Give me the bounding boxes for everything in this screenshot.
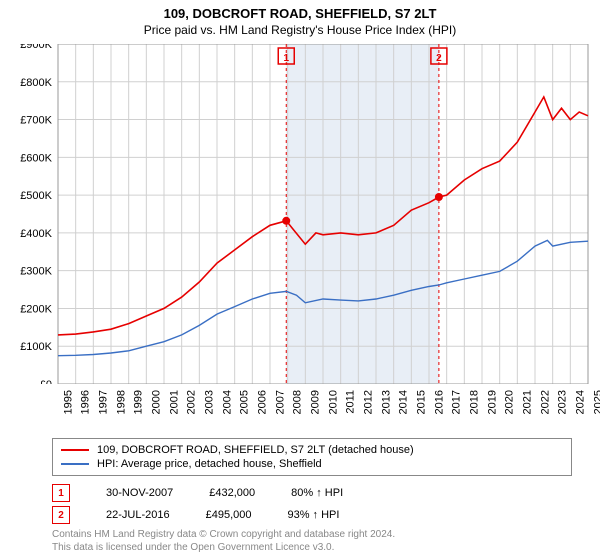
svg-text:1: 1 xyxy=(283,53,289,64)
chart-subtitle: Price paid vs. HM Land Registry's House … xyxy=(0,21,600,41)
x-tick-label: 2008 xyxy=(292,390,304,414)
transaction-pct: 93% ↑ HPI xyxy=(287,509,339,521)
transaction-pct: 80% ↑ HPI xyxy=(291,487,343,499)
x-tick-label: 1999 xyxy=(133,390,145,414)
x-tick-label: 2012 xyxy=(362,390,374,414)
chart-svg: £0 £100K £200K £300K £400K £500K £600K £700K £80… xyxy=(8,44,592,384)
x-tick-label: 2004 xyxy=(221,390,233,414)
x-tick-label: 2016 xyxy=(433,390,445,414)
x-tick-label: 2001 xyxy=(168,390,180,414)
transaction-date: 22-JUL-2016 xyxy=(106,509,170,521)
svg-text:£100K: £100K xyxy=(20,341,52,353)
x-tick-label: 2017 xyxy=(451,390,463,414)
svg-text:£500K: £500K xyxy=(20,190,52,202)
x-tick-label: 2021 xyxy=(521,390,533,414)
x-tick-label: 1996 xyxy=(80,390,92,414)
x-tick-label: 2020 xyxy=(504,390,516,414)
x-tick-label: 2015 xyxy=(415,390,427,414)
legend-item: HPI: Average price, detached house, Shef… xyxy=(61,457,563,471)
svg-text:£0: £0 xyxy=(40,379,52,384)
x-tick-label: 2003 xyxy=(203,390,215,414)
svg-text:£700K: £700K xyxy=(20,115,52,127)
x-tick-label: 2018 xyxy=(468,390,480,414)
chart-area: £0 £100K £200K £300K £400K £500K £600K £700K £80… xyxy=(8,44,592,384)
x-tick-label: 2023 xyxy=(557,390,569,414)
x-tick-label: 2022 xyxy=(539,390,551,414)
x-tick-label: 2014 xyxy=(398,390,410,414)
x-tick-label: 2000 xyxy=(150,390,162,414)
footer: Contains HM Land Registry data © Crown c… xyxy=(52,528,395,554)
x-tick-label: 1998 xyxy=(115,390,127,414)
footer-line: Contains HM Land Registry data © Crown c… xyxy=(52,528,395,541)
x-tick-label: 2019 xyxy=(486,390,498,414)
transaction-date: 30-NOV-2007 xyxy=(106,487,173,499)
legend-swatch xyxy=(61,463,89,465)
x-tick-label: 2010 xyxy=(327,390,339,414)
svg-text:£600K: £600K xyxy=(20,152,52,164)
svg-text:£400K: £400K xyxy=(20,228,52,240)
transaction-price: £495,000 xyxy=(206,509,252,521)
x-tick-label: 2007 xyxy=(274,390,286,414)
svg-text:£900K: £900K xyxy=(20,44,52,51)
transaction-price: £432,000 xyxy=(209,487,255,499)
legend-label: HPI: Average price, detached house, Shef… xyxy=(97,458,322,470)
legend-label: 109, DOBCROFT ROAD, SHEFFIELD, S7 2LT (d… xyxy=(97,444,414,456)
chart-title: 109, DOBCROFT ROAD, SHEFFIELD, S7 2LT xyxy=(0,0,600,21)
x-tick-label: 2009 xyxy=(309,390,321,414)
transaction-row: 1 30-NOV-2007 £432,000 80% ↑ HPI xyxy=(52,484,343,502)
transaction-row: 2 22-JUL-2016 £495,000 93% ↑ HPI xyxy=(52,506,339,524)
svg-text:2: 2 xyxy=(436,53,442,64)
x-tick-label: 1995 xyxy=(62,390,74,414)
x-tick-label: 2006 xyxy=(256,390,268,414)
x-tick-label: 1997 xyxy=(97,390,109,414)
x-axis-labels: 1995 1996 1997 1998 1999 2000 2001 2002 2003 2004… xyxy=(8,386,592,436)
x-tick-label: 2002 xyxy=(186,390,198,414)
x-tick-label: 2011 xyxy=(345,390,357,414)
x-tick-label: 2025 xyxy=(592,390,600,414)
legend-swatch xyxy=(61,449,89,451)
legend-item: 109, DOBCROFT ROAD, SHEFFIELD, S7 2LT (d… xyxy=(61,443,563,457)
x-tick-label: 2005 xyxy=(239,390,251,414)
svg-text:£200K: £200K xyxy=(20,303,52,315)
marker-number-box: 1 xyxy=(52,484,70,502)
chart-container: 109, DOBCROFT ROAD, SHEFFIELD, S7 2LT Pr… xyxy=(0,0,600,560)
svg-text:£800K: £800K xyxy=(20,77,52,89)
x-tick-label: 2024 xyxy=(574,390,586,414)
marker-number-box: 2 xyxy=(52,506,70,524)
legend: 109, DOBCROFT ROAD, SHEFFIELD, S7 2LT (d… xyxy=(52,438,572,476)
svg-text:£300K: £300K xyxy=(20,266,52,278)
footer-line: This data is licensed under the Open Gov… xyxy=(52,541,395,554)
x-tick-label: 2013 xyxy=(380,390,392,414)
